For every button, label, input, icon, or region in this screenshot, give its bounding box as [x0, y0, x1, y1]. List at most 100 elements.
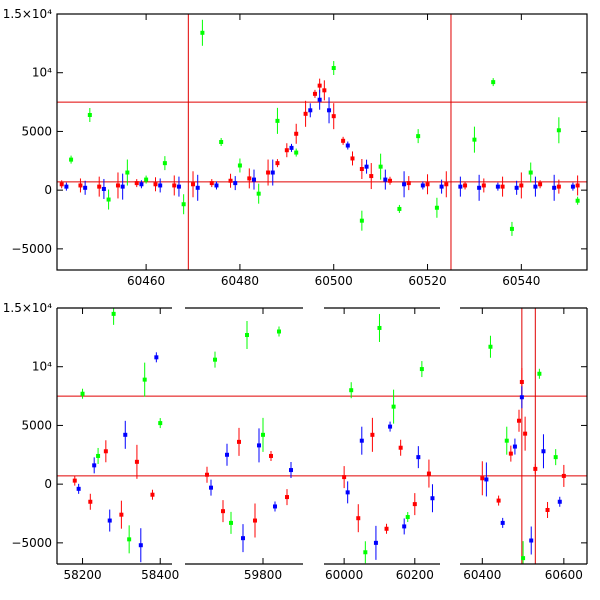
- bottom-point-red: [269, 453, 273, 458]
- bottom-point-red: [561, 473, 566, 478]
- bottom-point-red: [285, 495, 289, 500]
- top-point-green: [378, 164, 383, 169]
- bottom-ytick-label: 1.5×10⁴: [3, 301, 52, 315]
- bottom-point-green: [261, 432, 265, 437]
- top-point-red: [406, 181, 411, 186]
- bottom-point-green: [488, 344, 493, 349]
- top-point-green: [416, 134, 421, 139]
- top-point-red: [341, 138, 346, 143]
- bottom-point-red: [253, 518, 257, 523]
- top-point-red: [538, 182, 543, 187]
- bottom-point-green: [96, 453, 101, 458]
- bottom-point-blue: [76, 486, 81, 491]
- top-point-red: [228, 178, 233, 183]
- top-panel: 60460 60480 60500 60520 60540 1.5×10⁴ 10⁴ 5000 0…: [3, 7, 588, 288]
- bottom-ytick-label: −5000: [11, 536, 52, 550]
- bottom-plot-frames: [56, 307, 588, 565]
- top-point-red: [388, 178, 393, 183]
- top-point-red: [59, 182, 64, 187]
- top-xtick-label: 60540: [502, 274, 540, 288]
- top-point-red: [115, 183, 120, 188]
- bottom-point-red: [72, 478, 77, 483]
- bottom-point-blue: [388, 424, 393, 429]
- bottom-xtick-label: 58200: [63, 568, 101, 582]
- top-point-red: [359, 167, 364, 172]
- bottom-ytick-label: 0: [44, 477, 52, 491]
- top-point-blue: [439, 184, 444, 189]
- top-point-red: [191, 182, 196, 187]
- bottom-point-blue: [241, 536, 245, 541]
- bottom-point-green: [245, 333, 249, 338]
- bottom-point-blue: [345, 490, 350, 495]
- top-point-green: [556, 128, 561, 133]
- bottom-point-red: [103, 449, 108, 454]
- top-point-blue: [458, 184, 463, 189]
- top-ytick-label: −5000: [11, 242, 52, 256]
- top-point-green: [528, 170, 533, 175]
- top-point-red: [556, 184, 561, 189]
- top-xtick-label: 60460: [127, 274, 165, 288]
- bottom-point-red: [134, 459, 139, 464]
- top-point-green: [200, 30, 205, 35]
- top-point-red: [322, 88, 327, 93]
- bottom-point-red: [150, 492, 155, 497]
- bottom-point-blue: [289, 468, 293, 473]
- top-point-red: [172, 183, 177, 188]
- top-point-blue: [158, 183, 163, 188]
- top-point-red: [500, 184, 505, 189]
- top-point-blue: [289, 145, 294, 150]
- bottom-point-red: [412, 502, 417, 507]
- top-point-blue: [552, 185, 557, 190]
- top-point-green: [125, 170, 130, 175]
- top-point-green: [491, 80, 496, 85]
- top-ytick-label: 1.5×10⁴: [3, 7, 52, 21]
- top-point-green: [219, 140, 224, 144]
- top-reference-lines: [57, 14, 587, 270]
- bottom-point-red: [370, 432, 375, 437]
- bottom-point-blue: [541, 449, 546, 454]
- bottom-reference-lines: [57, 308, 587, 564]
- bottom-point-blue: [430, 496, 435, 501]
- bottom-point-blue: [519, 395, 524, 400]
- bottom-point-red: [496, 498, 501, 503]
- top-point-red: [463, 183, 468, 188]
- top-point-red: [425, 182, 430, 187]
- bottom-point-blue: [484, 477, 489, 482]
- bottom-point-blue: [225, 452, 229, 457]
- bottom-point-green: [127, 537, 132, 542]
- bottom-point-green: [213, 357, 217, 362]
- bottom-point-red: [342, 475, 347, 480]
- top-point-green: [275, 118, 280, 123]
- bottom-plot-marks: [72, 308, 566, 564]
- bottom-point-blue: [123, 432, 128, 437]
- top-point-red: [153, 182, 158, 187]
- top-point-green: [69, 157, 74, 162]
- top-ytick-label: 5000: [21, 124, 52, 138]
- bottom-point-green: [142, 377, 147, 382]
- top-point-green: [575, 198, 580, 203]
- bottom-axes: 58200 58400 59800 60000 60200 60400 60600 1.5×1…: [3, 301, 587, 582]
- bottom-point-red: [519, 379, 524, 384]
- bottom-point-red: [533, 466, 538, 471]
- bottom-xtick-label: 60600: [545, 568, 583, 582]
- bottom-point-green: [419, 367, 424, 372]
- bottom-xtick-label: 60200: [396, 568, 434, 582]
- top-point-red: [134, 181, 139, 186]
- top-point-red: [444, 182, 449, 187]
- top-point-red: [317, 83, 322, 88]
- top-point-blue: [139, 182, 144, 187]
- bottom-point-red: [88, 499, 93, 504]
- top-point-green: [87, 112, 92, 117]
- bottom-point-green: [504, 438, 509, 443]
- bottom-xtick-label: 58400: [141, 568, 179, 582]
- top-xtick-label: 60520: [408, 274, 446, 288]
- bottom-point-red: [237, 439, 241, 444]
- top-point-green: [144, 177, 149, 182]
- bottom-xtick-label: 59800: [244, 568, 282, 582]
- bottom-point-red: [426, 471, 431, 476]
- bottom-point-green: [363, 550, 368, 555]
- top-point-red: [519, 183, 524, 188]
- bottom-point-red: [356, 516, 361, 521]
- top-point-red: [312, 91, 317, 96]
- top-point-blue: [495, 184, 500, 189]
